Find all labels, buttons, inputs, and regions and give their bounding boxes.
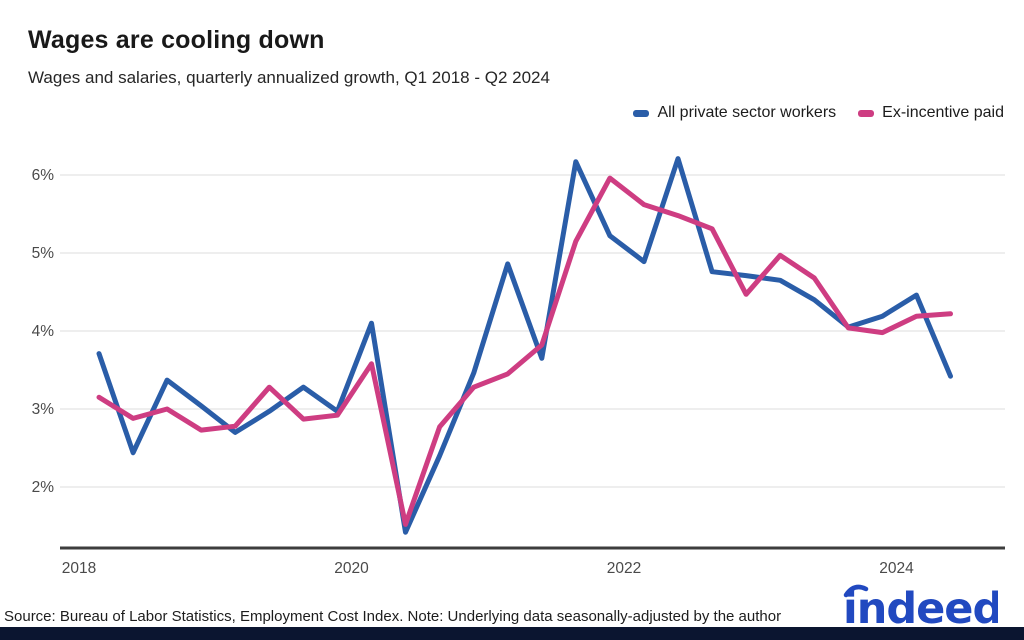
- indeed-logo-swoosh-icon: [843, 584, 869, 598]
- legend-label: Ex-incentive paid: [882, 104, 1004, 121]
- y-tick-label: 2%: [32, 479, 55, 496]
- legend: All private sector workers Ex-incentive …: [633, 104, 1004, 122]
- legend-swatch-ex-incentive-paid: [858, 109, 875, 117]
- x-tick-label: 2022: [607, 560, 641, 577]
- series-line-ex-incentive-paid: [96, 175, 953, 527]
- series-line-all-private-sector-workers: [96, 156, 953, 535]
- page-subtitle: Wages and salaries, quarterly annualized…: [28, 68, 550, 87]
- footer-bar: [0, 627, 1024, 640]
- legend-item-ex-incentive-paid: Ex-incentive paid: [858, 104, 1004, 122]
- y-tick-label: 3%: [32, 401, 55, 418]
- legend-label: All private sector workers: [657, 104, 837, 121]
- indeed-logo: indeed: [843, 584, 998, 630]
- legend-swatch-all-private-sector-workers: [633, 109, 650, 117]
- page-title: Wages are cooling down: [28, 26, 325, 54]
- x-tick-label: 2018: [62, 560, 96, 577]
- y-tick-label: 4%: [32, 323, 55, 340]
- x-tick-label: 2020: [334, 560, 369, 577]
- x-tick-label: 2024: [879, 560, 914, 577]
- source-note: Source: Bureau of Labor Statistics, Empl…: [4, 608, 782, 625]
- legend-item-all-private-sector-workers: All private sector workers: [633, 104, 836, 122]
- y-tick-label: 6%: [32, 167, 55, 184]
- y-tick-label: 5%: [32, 245, 55, 262]
- indeed-logo-text: indeed: [843, 584, 998, 630]
